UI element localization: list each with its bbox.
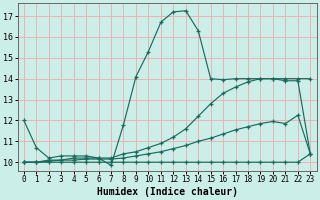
X-axis label: Humidex (Indice chaleur): Humidex (Indice chaleur) [97, 186, 237, 197]
